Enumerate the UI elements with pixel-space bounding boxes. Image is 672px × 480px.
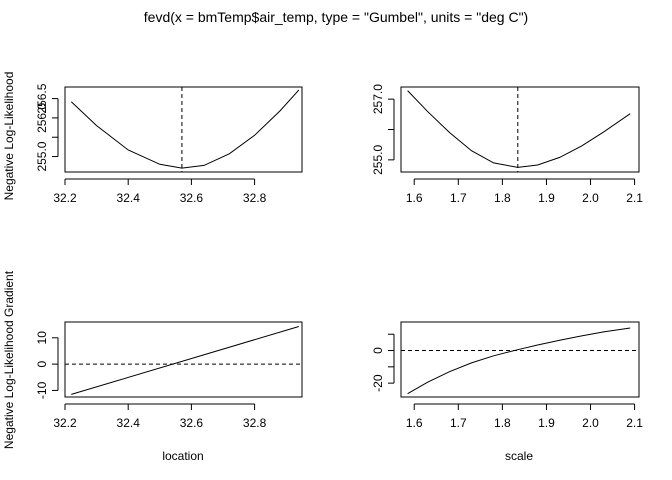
x-tick-label: 32.4 bbox=[117, 416, 141, 430]
data-curve bbox=[71, 326, 299, 395]
panel-scale-loglik: 1.6 1.7 1.8 1.9 2.0 2.1 255.0 257.0 bbox=[371, 84, 643, 205]
data-curve bbox=[70, 89, 300, 169]
panel-scale-gradient: 1.6 1.7 1.8 1.9 2.0 2.1 -20 0 bbox=[371, 321, 643, 430]
location-x-label: location bbox=[162, 449, 203, 463]
x-tick-label: 1.7 bbox=[450, 191, 467, 205]
x-tick-label: 1.9 bbox=[538, 191, 555, 205]
x-tick-label: 1.8 bbox=[494, 191, 511, 205]
scale-x-label: scale bbox=[505, 449, 533, 463]
top-row-y-label: Negative Log-Likelihood bbox=[2, 72, 16, 201]
x-tick-label: 32.2 bbox=[53, 416, 77, 430]
x-tick-label: 32.6 bbox=[180, 191, 204, 205]
y-tick-label: 0 bbox=[35, 360, 49, 367]
y-tick-label: 257.0 bbox=[371, 84, 385, 114]
y-tick-label: 0 bbox=[371, 347, 385, 354]
plot-frame bbox=[64, 321, 303, 398]
x-tick-label: 2.0 bbox=[582, 191, 599, 205]
x-tick-label: 32.8 bbox=[243, 416, 267, 430]
x-tick-label: 32.2 bbox=[53, 191, 77, 205]
y-tick-label: 256.5 bbox=[35, 83, 49, 113]
x-tick-label: 2.1 bbox=[626, 416, 643, 430]
y-tick-label: 256.0 bbox=[35, 103, 49, 133]
bottom-row-y-label: Negative Log-Likelihood Gradient bbox=[2, 270, 16, 449]
data-curve bbox=[407, 90, 631, 168]
y-tick-label: -10 bbox=[35, 381, 49, 399]
data-curve bbox=[407, 327, 631, 395]
x-tick-label: 1.8 bbox=[494, 416, 511, 430]
y-tick-label: 10 bbox=[35, 331, 49, 345]
y-tick-label: -20 bbox=[371, 374, 385, 392]
x-tick-label: 1.6 bbox=[406, 416, 423, 430]
x-tick-label: 32.8 bbox=[243, 191, 267, 205]
x-tick-label: 1.7 bbox=[450, 416, 467, 430]
plot-frame bbox=[400, 321, 640, 398]
plot-frame bbox=[64, 86, 303, 173]
x-tick-label: 2.0 bbox=[582, 416, 599, 430]
y-tick-label: 255.0 bbox=[371, 145, 385, 175]
x-tick-label: 1.6 bbox=[406, 191, 423, 205]
figure-title: fevd(x = bmTemp$air_temp, type = "Gumbel… bbox=[144, 9, 528, 25]
y-tick-label: 255.0 bbox=[35, 141, 49, 171]
panel-location-gradient: 32.2 32.4 32.6 32.8 -10 0 10 bbox=[35, 321, 303, 430]
x-tick-label: 32.6 bbox=[180, 416, 204, 430]
x-tick-label: 2.1 bbox=[626, 191, 643, 205]
plot-frame bbox=[400, 86, 640, 173]
x-tick-label: 1.9 bbox=[538, 416, 555, 430]
x-tick-label: 32.4 bbox=[117, 191, 141, 205]
